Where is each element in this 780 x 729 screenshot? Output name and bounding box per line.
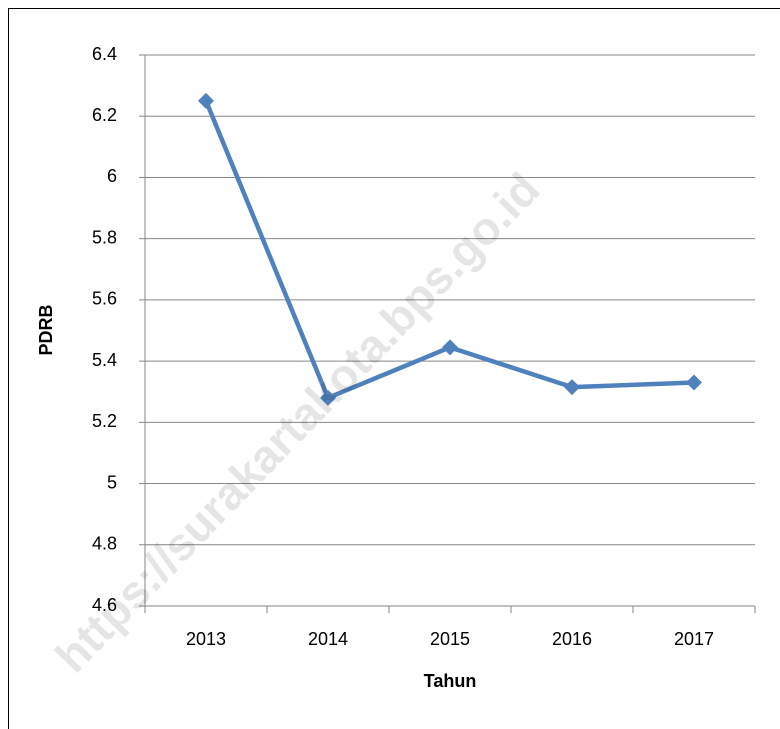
x-tick-label: 2014 [308, 629, 348, 649]
data-point [442, 339, 458, 356]
x-axis-title: Tahun [424, 671, 477, 691]
y-axis-title: PDRB [36, 304, 56, 355]
y-tick-label: 5.4 [92, 350, 117, 370]
y-tick-label: 5 [107, 472, 117, 492]
y-tick-label: 4.6 [92, 595, 117, 615]
y-tick-label: 6 [107, 166, 117, 186]
y-tick-label: 6.4 [92, 44, 117, 64]
plot: 4.6 4.8 5 5.2 5.4 5.6 5.8 6 6.2 6.4 2013 2014 2015 20… [92, 44, 756, 649]
x-tick-label: 2016 [552, 629, 592, 649]
y-tick-label: 5.8 [92, 227, 117, 247]
y-tick-label: 4.8 [92, 534, 117, 554]
x-tick-label: 2017 [674, 629, 714, 649]
data-point [198, 92, 214, 109]
x-tick-label: 2013 [186, 629, 226, 649]
data-point [564, 379, 580, 396]
y-tick-label: 5.2 [92, 411, 117, 431]
data-point [320, 389, 336, 406]
data-point [686, 374, 702, 391]
y-tick-label: 6.2 [92, 105, 117, 125]
x-tick-label: 2015 [430, 629, 470, 649]
y-tick-label: 5.6 [92, 289, 117, 309]
